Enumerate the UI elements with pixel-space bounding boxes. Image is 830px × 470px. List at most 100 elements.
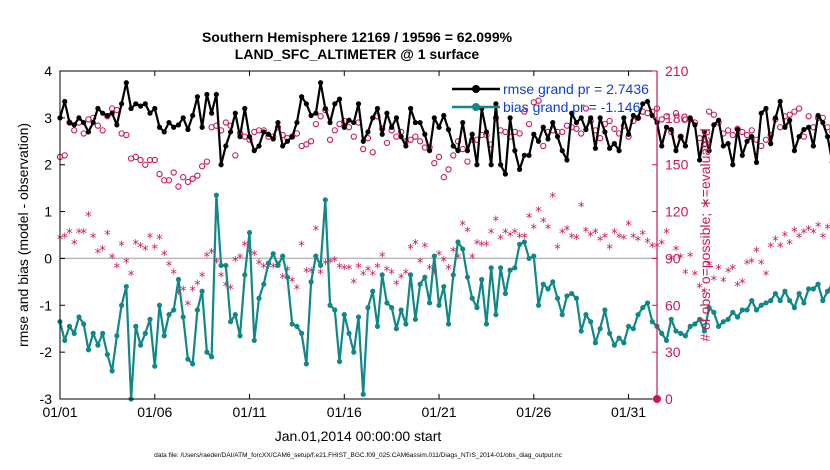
bias-point xyxy=(810,286,816,292)
rmse-point xyxy=(763,105,769,112)
evaluated-obs-point: * xyxy=(687,250,694,265)
evaluated-obs-point: * xyxy=(682,268,689,283)
bias-point xyxy=(317,262,324,269)
rmse-point xyxy=(370,115,376,121)
rmse-point xyxy=(682,143,689,149)
rmse-point xyxy=(678,134,684,140)
x-axis: 01/01 01/06 01/11 01/16 01/21 01/26 01/31 xyxy=(42,71,646,420)
rmse-point xyxy=(502,171,508,177)
evaluated-obs-point: * xyxy=(592,227,599,242)
rmse-point xyxy=(351,119,357,126)
bias-point xyxy=(607,330,613,336)
evaluated-obs-point: * xyxy=(85,210,92,225)
possible-obs-point xyxy=(431,160,438,167)
evaluated-obs-point: * xyxy=(606,243,613,258)
evaluated-obs-point: * xyxy=(218,271,225,286)
bias-point xyxy=(431,253,437,259)
evaluated-obs-point: * xyxy=(303,266,310,281)
rmse-point xyxy=(493,101,499,107)
rmse-point xyxy=(152,105,158,112)
rmse-point xyxy=(426,148,433,154)
y-right-tick-label: 150 xyxy=(665,157,689,173)
possible-obs-point xyxy=(540,142,547,150)
possible-obs-point xyxy=(317,113,324,120)
bias-point xyxy=(768,298,774,304)
y-left-tick-label: 1 xyxy=(44,204,52,220)
rmse-point xyxy=(630,112,636,119)
evaluated-obs-point: * xyxy=(706,260,713,275)
y-axis-left: -3 -2 -1 0 1 2 3 4 xyxy=(40,63,65,407)
evaluated-obs-point: * xyxy=(564,224,571,239)
possible-obs-point xyxy=(450,152,457,159)
rmse-point xyxy=(507,115,513,121)
rmse-point xyxy=(317,80,324,86)
y-left-tick-label: -2 xyxy=(40,344,53,360)
rmse-point xyxy=(588,115,594,121)
bias-point xyxy=(616,335,622,341)
bias-point xyxy=(365,305,371,311)
bias-point xyxy=(289,321,295,327)
rmse-point xyxy=(644,98,651,105)
evaluated-obs-point: * xyxy=(545,222,552,237)
bias-point xyxy=(237,333,243,339)
rmse-point xyxy=(441,112,447,119)
evaluated-obs-point: * xyxy=(502,227,509,242)
possible-obs-point xyxy=(459,145,466,153)
rmse-point xyxy=(204,91,210,98)
bias-point xyxy=(521,239,527,245)
evaluated-obs-point: * xyxy=(578,200,585,215)
rmse-point xyxy=(806,124,812,130)
x-tick-label: 01/21 xyxy=(422,404,457,420)
possible-obs-point xyxy=(232,152,239,159)
bias-point xyxy=(137,342,144,348)
evaluated-obs-point: * xyxy=(436,249,443,264)
bias-point xyxy=(493,312,499,318)
bias-point xyxy=(422,274,428,280)
bias-point xyxy=(611,342,617,348)
bias-point xyxy=(379,272,385,278)
bias-point xyxy=(408,272,414,278)
rmse-point xyxy=(76,115,82,121)
evaluated-obs-point: * xyxy=(767,241,774,256)
possible-obs-point xyxy=(606,117,613,125)
bias-point xyxy=(441,283,447,290)
possible-obs-point xyxy=(578,130,585,137)
evaluated-obs-point: * xyxy=(493,214,500,229)
possible-obs-point xyxy=(350,133,357,140)
rmse-point xyxy=(569,110,575,116)
evaluated-obs-point: * xyxy=(128,269,135,284)
evaluated-obs-point: * xyxy=(313,224,320,239)
bias-point xyxy=(341,312,347,318)
rmse-point xyxy=(739,152,745,158)
rmse-point xyxy=(673,148,679,154)
y-axis-label-right: # of obs: o=possible; ∗=evaluated xyxy=(697,128,713,341)
rmse-point xyxy=(706,148,712,154)
evaluated-obs-point: * xyxy=(289,275,296,290)
bias-point xyxy=(171,307,177,313)
bias-point xyxy=(588,319,594,325)
evaluated-obs-point: * xyxy=(568,232,575,247)
rmse-point xyxy=(275,119,281,126)
bias-point xyxy=(213,192,219,198)
evaluated-obs-point: * xyxy=(749,257,756,272)
evaluated-obs-point: * xyxy=(95,247,102,262)
evaluated-obs-point: * xyxy=(346,263,353,278)
rmse-point xyxy=(199,124,205,130)
bias-point xyxy=(801,300,807,306)
bias-point xyxy=(460,246,466,252)
possible-obs-point xyxy=(336,120,343,128)
x-tick-label: 01/11 xyxy=(233,404,267,420)
evaluated-obs-point: * xyxy=(474,238,481,253)
rmse-point xyxy=(749,134,755,140)
bias-point xyxy=(526,255,532,262)
possible-obs-point xyxy=(369,149,376,156)
rmse-point xyxy=(346,117,352,123)
bias-point xyxy=(573,295,580,301)
rmse-point xyxy=(403,143,409,149)
rmse-point xyxy=(592,145,599,151)
bias-point xyxy=(630,326,636,332)
evaluated-obs-point: * xyxy=(133,238,140,253)
possible-obs-point xyxy=(521,108,528,115)
evaluated-obs-point: * xyxy=(284,264,291,279)
